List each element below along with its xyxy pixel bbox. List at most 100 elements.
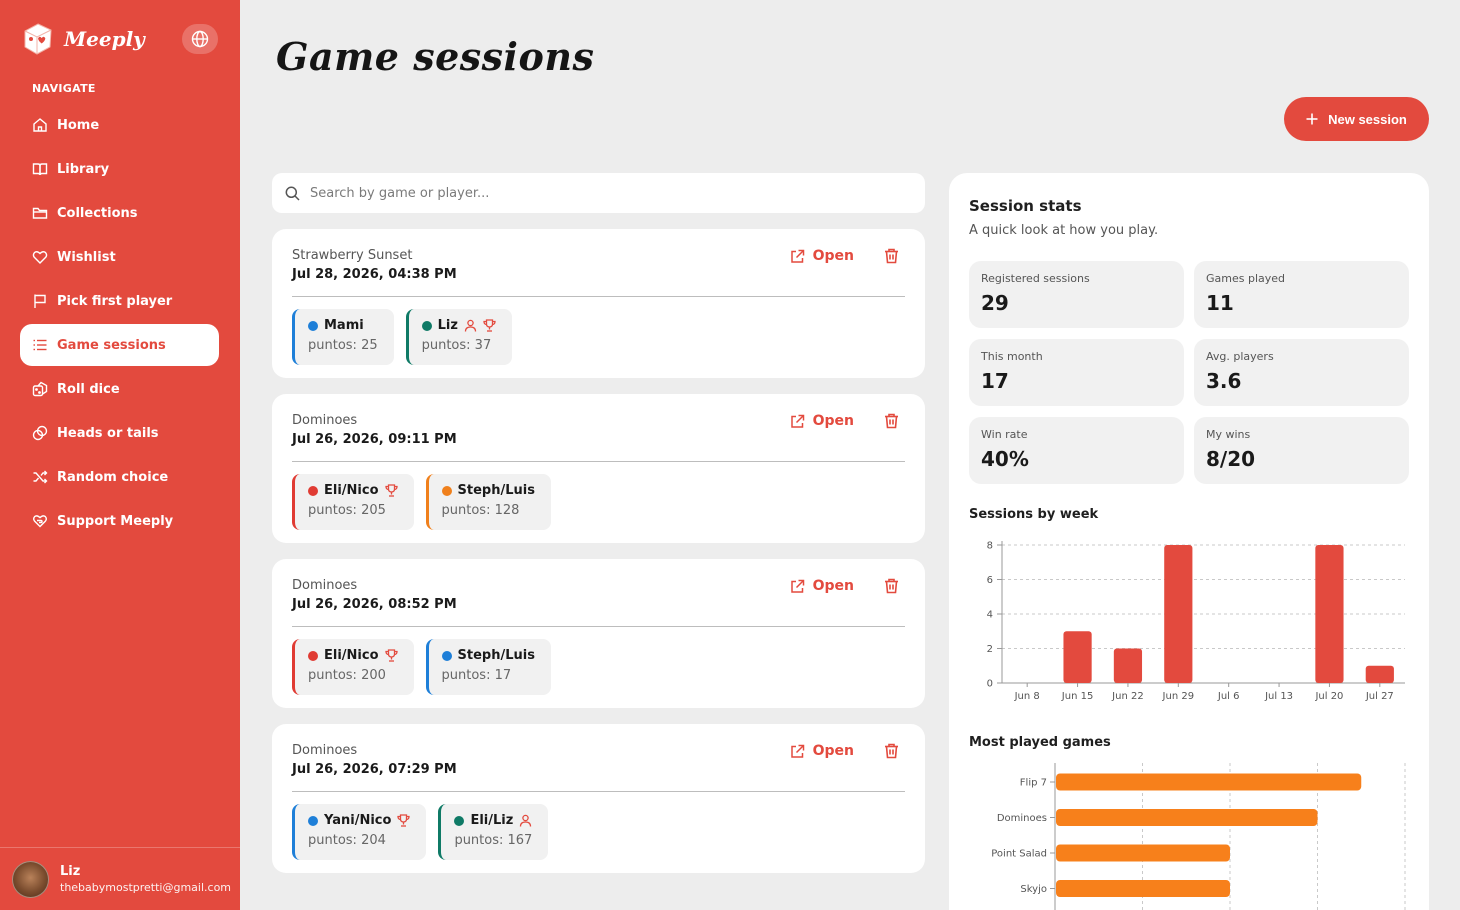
open-session-button[interactable]: Open [790, 743, 854, 759]
open-label: Open [812, 413, 854, 429]
open-session-button[interactable]: Open [790, 248, 854, 264]
sidebar-item-game-sessions[interactable]: Game sessions [20, 324, 219, 366]
trash-icon [885, 743, 898, 759]
search-bar [272, 173, 925, 213]
sidebar-item-heads-or-tails[interactable]: Heads or tails [20, 411, 219, 455]
external-link-icon [790, 579, 804, 593]
user-icon [464, 319, 477, 332]
sidebar-item-label: Wishlist [57, 249, 116, 265]
game-bar [1056, 809, 1318, 826]
open-label: Open [812, 743, 854, 759]
search-input[interactable] [310, 185, 870, 201]
divider [292, 296, 905, 297]
sidebar-item-label: Random choice [57, 469, 169, 485]
session-date: Jul 26, 2026, 07:29 PM [292, 762, 457, 777]
coin-icon [32, 425, 48, 441]
player-color-dot [454, 815, 465, 826]
game-label: Flip 7 [1020, 778, 1047, 789]
sidebar-item-roll-dice[interactable]: Roll dice [20, 367, 219, 411]
x-tick-label: Jun 15 [1061, 691, 1094, 702]
player-score: puntos: 167 [454, 833, 533, 848]
sidebar-item-label: Support Meeply [57, 513, 174, 529]
player-chip: Steph/Luis puntos: 17 [425, 639, 551, 695]
page-title: Game sessions [276, 34, 595, 79]
brand-name: Meeply [64, 27, 145, 51]
y-tick-label: 2 [987, 644, 993, 655]
stat-value: 17 [981, 369, 1009, 393]
flag-icon [34, 294, 46, 308]
session-game-name: Strawberry Sunset [292, 248, 413, 263]
player-chip: Mami puntos: 25 [292, 309, 394, 365]
stat-value: 11 [1206, 291, 1234, 315]
game-bar [1056, 844, 1230, 862]
external-link-icon [790, 744, 804, 758]
sidebar: Meeply NAVIGATE Home Library Collections… [0, 0, 240, 910]
player-name: Liz [437, 318, 458, 333]
player-chip: Eli/Nico puntos: 205 [292, 474, 414, 530]
session-card: Dominoes Jul 26, 2026, 09:11 PM Open Eli/Ni… [272, 394, 925, 543]
player-chips: Yani/Nico puntos: 204 Eli/Liz puntos: 167 [292, 804, 549, 860]
stat-label: Registered sessions [981, 272, 1090, 285]
sidebar-nav: Home Library Collections Wishlist Pick f… [20, 103, 219, 543]
external-link-icon [790, 414, 804, 428]
player-color-dot [421, 320, 432, 331]
globe-icon [191, 30, 209, 48]
sidebar-item-home[interactable]: Home [20, 103, 219, 147]
delete-session-button[interactable] [884, 578, 899, 598]
divider [292, 461, 905, 462]
sidebar-item-support-meeply[interactable]: Support Meeply [20, 499, 219, 543]
dice-logo-icon [24, 23, 52, 55]
trophy-icon [384, 484, 398, 497]
new-session-button[interactable]: New session [1284, 97, 1429, 141]
heart-icon [32, 251, 48, 264]
player-chip: Liz puntos: 37 [405, 309, 512, 365]
language-button[interactable] [182, 24, 218, 54]
trash-icon [885, 413, 898, 429]
trophy-icon [397, 814, 411, 827]
session-card: Strawberry Sunset Jul 28, 2026, 04:38 PM O… [272, 229, 925, 378]
week-bar [1315, 545, 1344, 683]
sidebar-item-collections[interactable]: Collections [20, 191, 219, 235]
user-profile[interactable]: Liz thebabymostpretti@gmail.com [0, 847, 240, 910]
player-color-dot [308, 815, 318, 826]
y-tick-label: 4 [987, 610, 993, 621]
book-icon [32, 163, 48, 176]
avatar [12, 860, 49, 898]
open-session-button[interactable]: Open [790, 413, 854, 429]
x-tick-label: Jun 29 [1162, 691, 1195, 702]
sidebar-item-library[interactable]: Library [20, 147, 219, 191]
brand[interactable]: Meeply [22, 22, 145, 56]
session-date: Jul 28, 2026, 04:38 PM [292, 267, 457, 282]
player-score: puntos: 37 [421, 338, 492, 353]
player-chip: Yani/Nico puntos: 204 [292, 804, 427, 860]
player-color-dot [441, 650, 452, 661]
plus-icon [1306, 113, 1318, 125]
user-icon [520, 814, 532, 827]
dice-icon [32, 381, 48, 397]
y-tick-label: 6 [987, 575, 993, 586]
stat-tile-registered-sessions: Registered sessions 29 [969, 261, 1184, 328]
stat-tile-this-month: This month 17 [969, 339, 1184, 406]
x-tick-label: Jul 6 [1217, 691, 1240, 702]
sidebar-item-random-choice[interactable]: Random choice [20, 455, 219, 499]
delete-session-button[interactable] [884, 413, 899, 433]
delete-session-button[interactable] [884, 248, 899, 268]
sidebar-item-wishlist[interactable]: Wishlist [20, 235, 219, 279]
game-label: Point Salad [991, 849, 1047, 860]
week-bar [1164, 545, 1193, 683]
session-game-name: Dominoes [292, 413, 358, 428]
stat-value: 40% [981, 447, 1029, 471]
week-bar [1113, 648, 1143, 683]
list-icon [33, 339, 47, 351]
folder-icon [32, 207, 48, 219]
sidebar-item-pick-first-player[interactable]: Pick first player [20, 279, 219, 323]
session-date: Jul 26, 2026, 09:11 PM [292, 432, 457, 447]
stat-label: Games played [1206, 272, 1286, 285]
player-chip: Steph/Luis puntos: 128 [425, 474, 551, 530]
delete-session-button[interactable] [884, 743, 899, 763]
open-label: Open [812, 248, 854, 264]
open-session-button[interactable]: Open [790, 578, 854, 594]
player-score: puntos: 204 [308, 833, 386, 848]
stat-tile-avg-players: Avg. players 3.6 [1194, 339, 1409, 406]
player-color-dot [308, 485, 318, 496]
